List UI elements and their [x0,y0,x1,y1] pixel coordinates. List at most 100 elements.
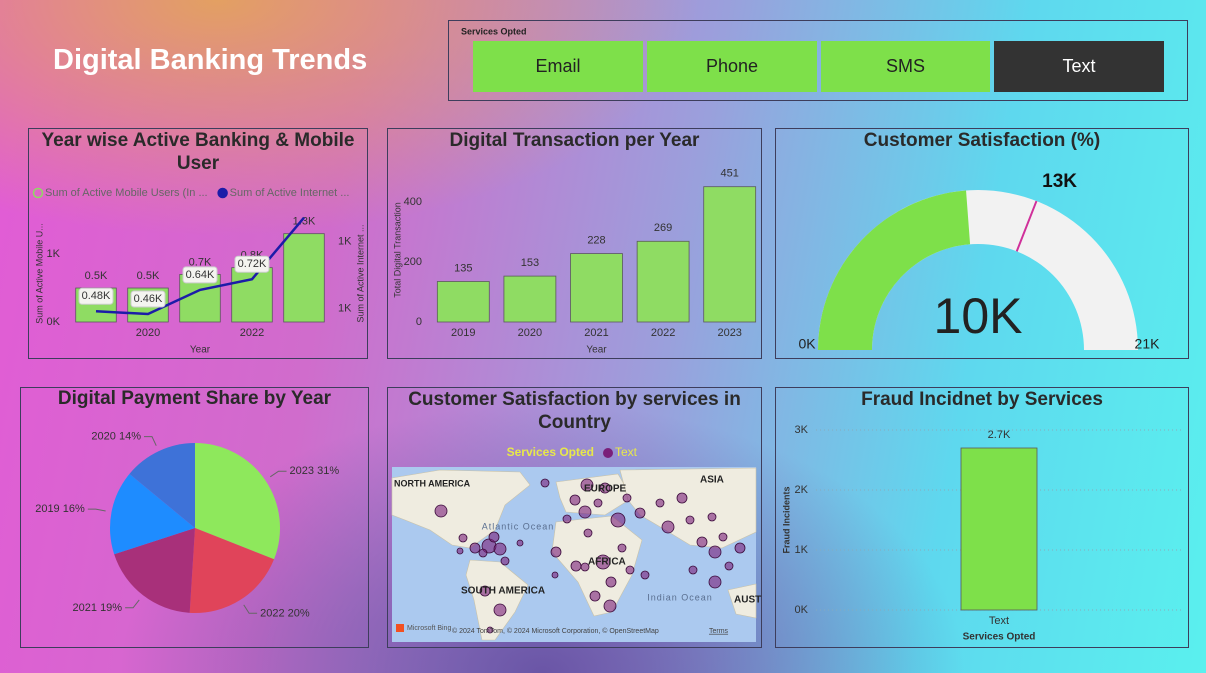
value-label: 19% [100,602,122,614]
x-tick-label: 2021 [584,327,608,339]
map-label: EUROPE [584,484,627,495]
category-label: 2020 [91,431,115,443]
value-label: 16% [63,503,85,515]
x-axis-title: Services Opted [963,632,1036,643]
gauge-target [1015,200,1038,252]
leader-line [143,436,157,446]
x-axis-title: Year [586,345,607,356]
bar [703,186,757,323]
land [727,583,757,619]
bar [231,267,273,323]
map-bubble [696,536,708,548]
y-tick-label: 0K [47,316,61,328]
pie-slice [129,443,195,528]
panel-frames [20,20,1189,648]
data-label: 2020 14% [91,431,141,443]
map-bubble [580,478,594,492]
data-label: 2023 31% [290,465,340,477]
gauge-value-label: 10K [934,288,1023,344]
map-bubble [562,514,572,524]
map-bubble [516,539,524,547]
y-axis-title: Sum of Active Mobile U... [34,223,44,324]
panel [387,128,762,359]
map-bubble [569,494,581,506]
map-label: NORTH AMERICA [394,478,471,488]
map-provider: Microsoft Bing [407,625,451,632]
map-terms: Terms [709,628,729,635]
legend-marker [217,187,228,199]
slicer-button[interactable]: Text [994,41,1164,92]
slicer-button[interactable]: Email [473,41,643,92]
provider-logo [396,624,404,632]
y2-tick-label: 1K [338,303,352,315]
map-bubble [550,546,562,558]
map-bubble [589,590,601,602]
y-axis-title: Total Digital Transaction [392,202,402,298]
y-tick-label: 1K [795,544,809,556]
data-label: 0.7K [189,256,212,268]
data-label: 0.5K [137,270,160,282]
x-axis-title: Year [190,345,211,356]
chart-title: Digital Payment Share by Year [57,388,332,409]
map-bubble [718,532,728,542]
map-label: SOUTH AMERICA [461,586,545,597]
value-label: 20% [288,607,310,619]
x-tick-label: 2022 [651,327,675,339]
map-bubble [625,565,635,575]
leader-line [243,604,258,614]
panel [775,128,1189,359]
target-label: 13K [1042,171,1077,192]
slicer-button[interactable]: Phone [647,41,817,92]
map-label: ASIA [700,475,724,486]
map-bubble [640,570,650,580]
map-bubble [570,560,582,572]
y-tick-label: 0 [416,316,422,328]
legend-label: Sum of Active Mobile Users (In ... [45,187,208,199]
x-tick-label: 2020 [518,327,542,339]
slicer-button[interactable]: SMS [821,41,990,92]
category-label: 2023 [290,465,314,477]
leader-line [125,599,140,609]
bar [570,253,623,323]
y-tick-label: 200 [404,256,422,268]
value-label: 14% [119,431,141,443]
map-bubble [478,548,488,558]
legend-label: Text [615,445,638,459]
dashboard-title: Digital Banking Trends [53,44,368,76]
data-label: 0.48K [82,290,111,302]
data-label-box [234,255,270,273]
panel [387,387,762,648]
map-bubble [580,562,590,572]
map-bubble [605,576,617,588]
bar [283,233,325,323]
land [619,467,757,549]
y-tick-label: 1K [47,248,61,260]
legend-title: Services Opted [507,445,594,459]
y2-tick-label: 1K [338,236,352,248]
map-bubble [708,545,722,559]
land [391,469,531,549]
map-bubble [486,626,494,634]
map-bubble [707,512,717,522]
data-label: 0.72K [238,258,267,270]
slicer-title: Services Opted [461,26,527,36]
map-bubble [593,498,603,508]
map-bubble [617,543,627,553]
pie-slice [195,443,280,560]
map-bubble [688,565,698,575]
data-label: 2.7K [988,429,1011,441]
legend-marker [603,448,613,458]
map-bubble [610,512,626,528]
data-label-box [182,266,218,284]
chart-title: Digital Transaction per Year [449,130,700,151]
data-label: 135 [454,262,472,274]
map-bubble [540,478,550,488]
gauge-axis-label: 21K [1135,336,1161,352]
data-label: 0.5K [85,270,108,282]
data-label: 2022 20% [260,607,310,619]
map-label: AUST [734,595,761,606]
map-bubble [634,507,646,519]
chart-title: Year wise Active Banking & Mobile User [41,130,355,174]
map-bubble [603,599,617,613]
